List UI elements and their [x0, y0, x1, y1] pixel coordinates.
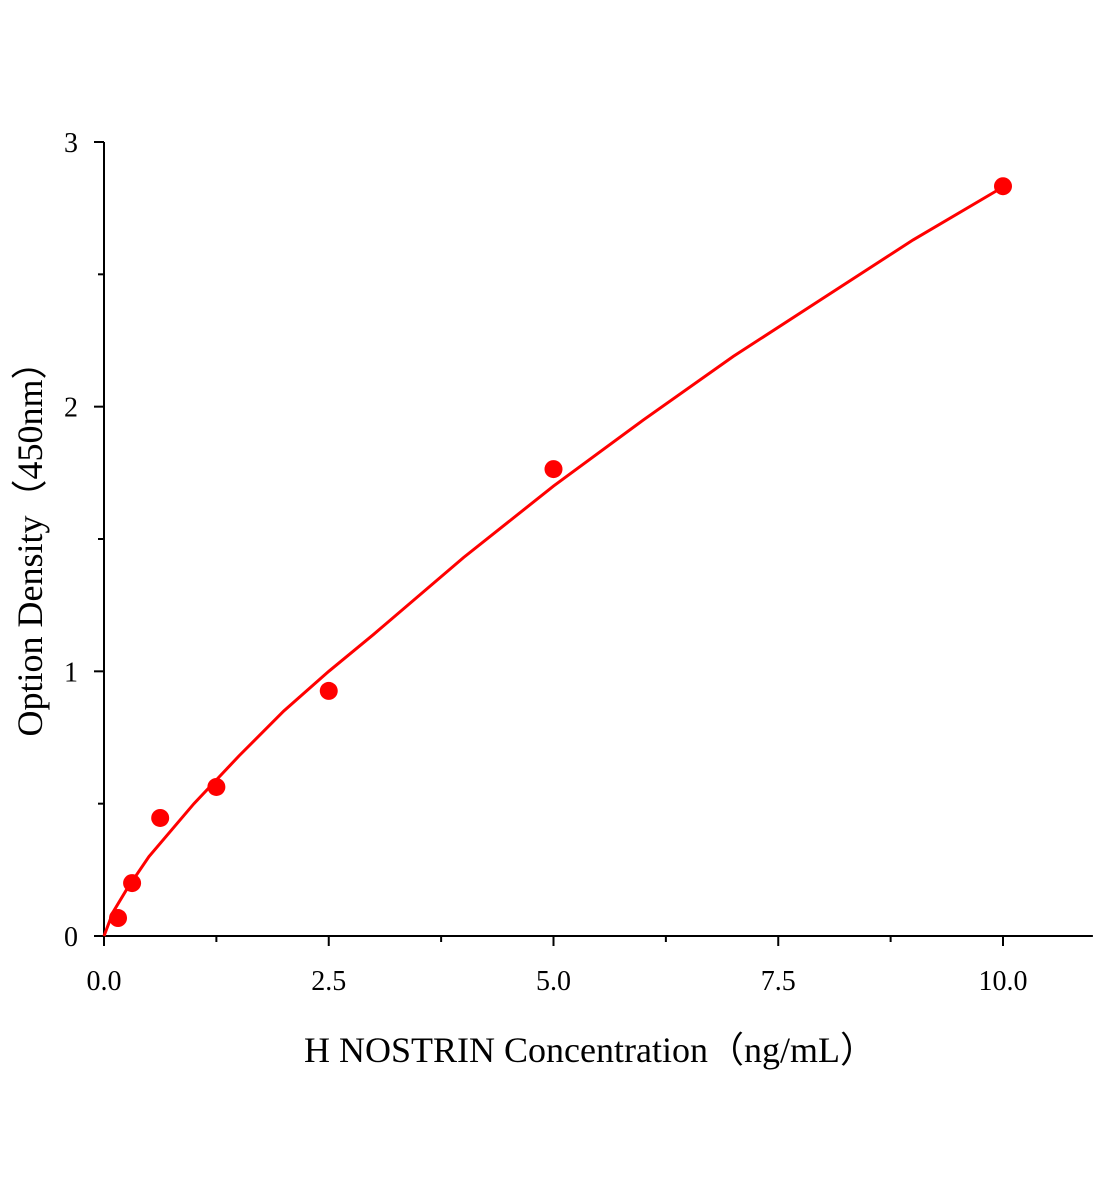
data-point [151, 808, 170, 827]
y-tick-label: 2 [64, 393, 78, 424]
data-point [994, 177, 1012, 196]
x-tick-label: 0.0 [87, 966, 122, 997]
x-axis-title: H NOSTRIN Concentration（ng/mL） [304, 1030, 876, 1070]
data-point [123, 874, 142, 893]
x-tick-label: 2.5 [311, 966, 346, 997]
y-axis-title: Option Density（450nm） [10, 344, 50, 737]
x-tick-label: 7.5 [761, 966, 796, 997]
data-point [109, 909, 128, 928]
x-tick-label: 5.0 [536, 966, 571, 997]
data-point [207, 777, 226, 796]
x-tick-label: 10.0 [979, 966, 1028, 997]
y-tick-label: 3 [64, 128, 78, 159]
data-point [319, 681, 338, 700]
y-tick-label: 1 [64, 657, 78, 688]
y-tick-label: 0 [64, 922, 78, 953]
fit-curve [102, 185, 1004, 937]
axes: 0.0 2.5 5.0 7.5 10.0 0 1 2 3 [64, 128, 1093, 997]
marks [102, 177, 1012, 937]
data-point [544, 460, 563, 479]
